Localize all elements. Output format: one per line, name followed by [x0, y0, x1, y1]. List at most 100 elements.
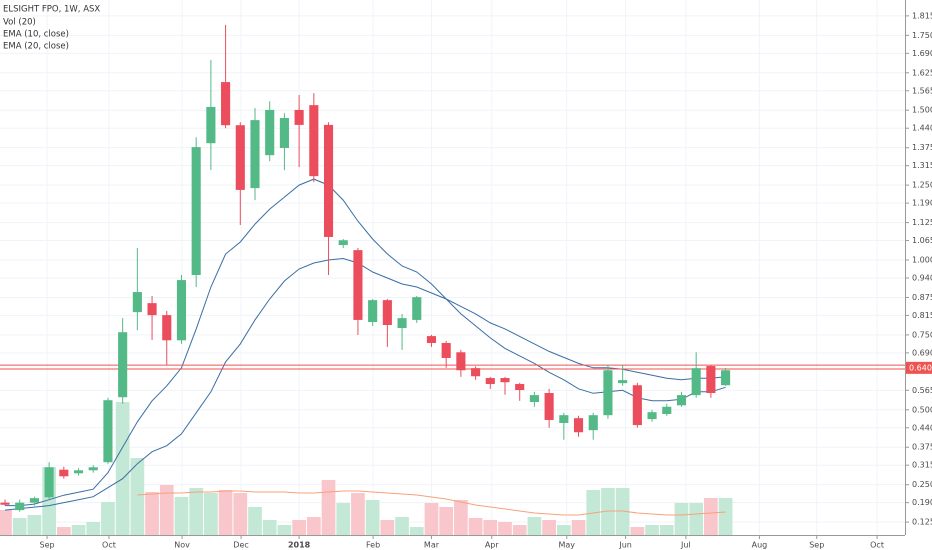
- candle-body: [353, 250, 363, 320]
- volume-bar: [12, 518, 27, 535]
- volume-bar: [365, 500, 380, 535]
- candle-body: [103, 400, 113, 463]
- volume-bar: [454, 500, 468, 535]
- candle-body: [132, 292, 142, 313]
- y-tick-label: 1.065: [912, 236, 932, 245]
- volume-bar: [351, 493, 365, 535]
- candle-body: [250, 120, 260, 189]
- volume-bar: [115, 402, 130, 535]
- candle-body: [279, 118, 289, 148]
- y-tick-label: 0.940: [912, 273, 932, 282]
- candle-body: [485, 378, 495, 385]
- x-tick-label: Oct: [870, 541, 884, 550]
- volume-ma-line: [137, 490, 726, 516]
- y-tick-label: 0.315: [912, 461, 932, 470]
- y-tick-label: 1.750: [912, 31, 932, 40]
- volume-bar: [512, 525, 527, 535]
- volume-bar: [27, 515, 42, 535]
- candle-body: [412, 297, 422, 320]
- x-tick-label: Sep: [40, 541, 55, 550]
- legend-ema10: EMA (10, close): [3, 30, 69, 40]
- candle-body: [294, 109, 304, 125]
- candle-body: [471, 368, 481, 377]
- candle-body: [500, 378, 510, 383]
- x-tick-label: Feb: [366, 541, 380, 550]
- candle-body: [221, 82, 231, 126]
- candle-body: [206, 106, 216, 144]
- volume-bar: [306, 517, 321, 535]
- candle-body: [632, 385, 642, 426]
- volume-bar: [321, 480, 336, 535]
- volume-bar: [0, 510, 12, 535]
- candle-body: [515, 384, 525, 391]
- volume-bar: [542, 520, 556, 535]
- candle-body: [338, 240, 348, 246]
- candles: [0, 24, 731, 512]
- volume-bar: [498, 522, 512, 535]
- candle-body: [721, 370, 731, 386]
- candle-body: [529, 395, 539, 402]
- volume-bar: [395, 517, 409, 535]
- x-tick-label: 2018: [288, 541, 311, 550]
- volume-bar: [277, 525, 292, 535]
- candle-body: [147, 303, 157, 316]
- last-price-label: 0.640: [909, 363, 932, 372]
- x-tick-label: May: [558, 541, 575, 550]
- candle-body: [647, 412, 657, 420]
- y-tick-label: 0.750: [912, 330, 932, 339]
- volume-bar: [571, 520, 586, 535]
- y-tick-label: 1.500: [912, 106, 932, 115]
- y-tick-label: 0.440: [912, 423, 932, 432]
- candle-body: [88, 467, 98, 471]
- x-tick-label: Jul: [680, 541, 691, 550]
- y-tick-label: 0.875: [912, 293, 932, 302]
- y-tick-label: 1.440: [912, 124, 932, 133]
- x-tick-label: Mar: [424, 541, 440, 550]
- y-tick-label: 0.565: [912, 386, 932, 395]
- candle-body: [456, 352, 466, 371]
- candle-body: [0, 502, 10, 505]
- candle-body: [691, 368, 701, 396]
- volume-bar: [645, 525, 659, 535]
- candle-body: [426, 336, 437, 343]
- volume-bar: [174, 497, 189, 535]
- chart-title: ELSIGHT FPO, 1W, ASX: [3, 5, 100, 15]
- volume-bar: [56, 527, 71, 535]
- volume-bar: [409, 527, 424, 535]
- volume-bar: [292, 520, 306, 535]
- legend-ema20: EMA (20, close): [3, 42, 69, 52]
- volume-bar: [556, 525, 571, 535]
- x-tick-label: Sep: [809, 541, 824, 550]
- grid: [0, 0, 905, 535]
- y-tick-label: 0.250: [912, 480, 932, 489]
- candle-body: [118, 332, 128, 398]
- candle-body: [235, 125, 245, 190]
- y-tick-label: 1.625: [912, 68, 932, 77]
- volume-bar: [262, 520, 277, 535]
- y-tick-label: 0.690: [912, 348, 932, 357]
- candle-body: [573, 418, 584, 433]
- volume-bar: [468, 518, 483, 535]
- candle-body: [73, 470, 84, 474]
- candle-body: [59, 469, 69, 477]
- candle-body: [323, 124, 334, 237]
- candle-body: [588, 415, 598, 431]
- volume-bar: [704, 498, 718, 535]
- axes: 1.815 1.750 1.690 1.625 1.565 1.500 1.440 1.375…: [40, 11, 932, 550]
- x-tick-label: Oct: [102, 541, 116, 550]
- candle-body: [29, 498, 39, 503]
- candle-body: [603, 370, 613, 416]
- volume-bar: [218, 490, 233, 535]
- volume-bar: [674, 503, 689, 535]
- volume-bar: [659, 525, 674, 535]
- candle-body: [265, 109, 275, 156]
- candle-body: [397, 318, 407, 329]
- volume-bar: [145, 492, 159, 535]
- volume-bar: [718, 498, 733, 535]
- candle-body: [441, 342, 451, 358]
- volume-bar: [527, 517, 542, 535]
- candle-body: [309, 105, 319, 177]
- volume-bar: [630, 527, 645, 535]
